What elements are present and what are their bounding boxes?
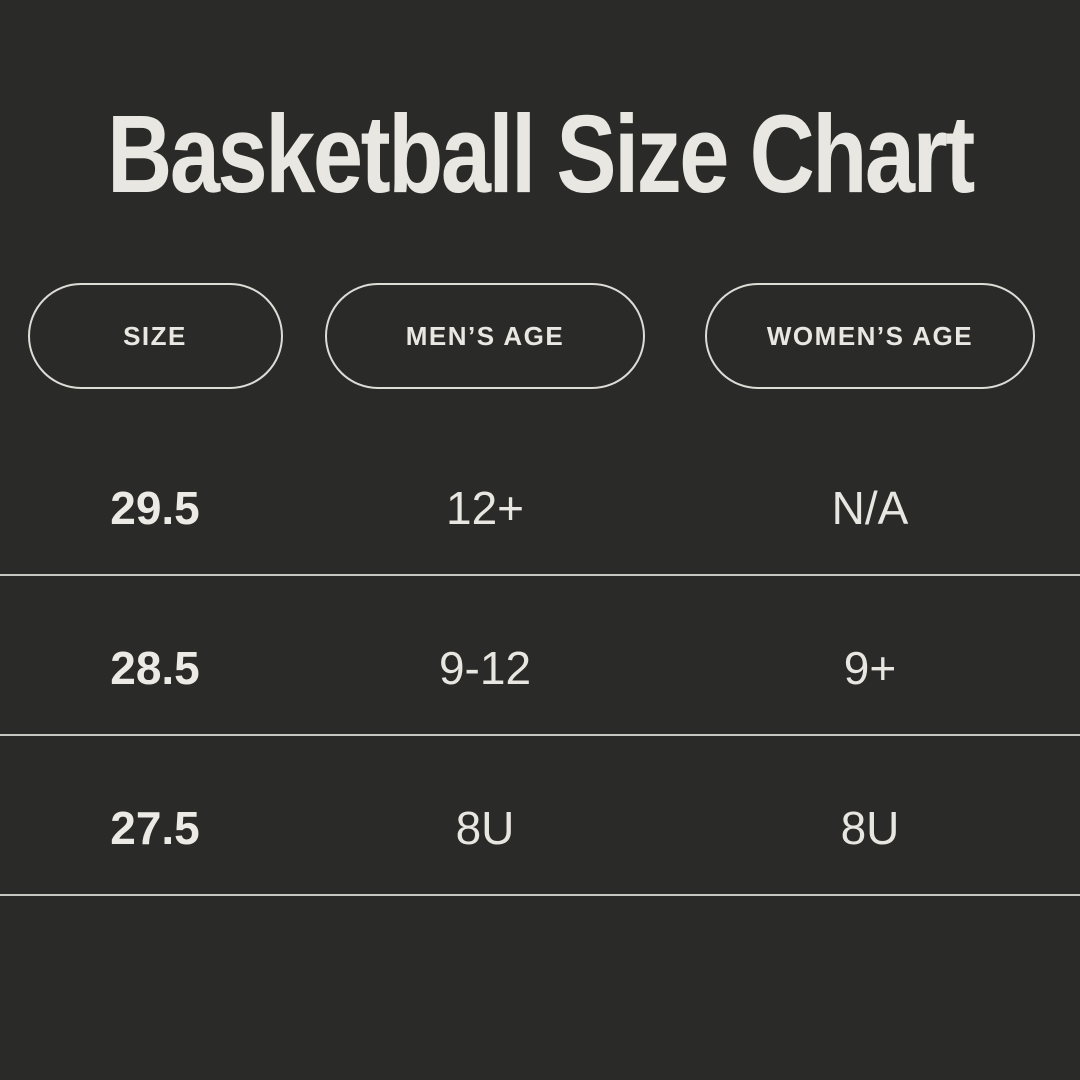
table-row-28-5: 28.5 9-12 9+	[0, 576, 1080, 736]
page-title: Basketball Size Chart	[107, 93, 975, 216]
column-header-size-label: SIZE	[123, 320, 187, 351]
column-header-mens-age: MEN’S AGE	[325, 283, 645, 389]
cell-mens-age: 8U	[455, 802, 515, 854]
column-header-size: SIZE	[27, 283, 283, 389]
cell-size: 28.5	[110, 642, 200, 694]
column-header-womens-age: WOMEN’S AGE	[705, 283, 1035, 389]
table-row-29-5: 29.5 12+ N/A	[0, 416, 1080, 576]
cell-size: 27.5	[110, 802, 200, 854]
cell-mens-age: 12+	[445, 482, 525, 534]
cell-size: 29.5	[110, 482, 200, 534]
cell-womens-age: 9+	[843, 642, 897, 694]
cell-womens-age: 8U	[840, 802, 900, 854]
size-table: 29.5 12+ N/A 28.5 9-12 9+ 27.5 8U 8U	[0, 416, 1080, 896]
cell-mens-age: 9-12	[438, 642, 532, 694]
cell-womens-age: N/A	[831, 482, 909, 534]
column-header-mens-age-label: MEN’S AGE	[405, 320, 565, 351]
table-row-27-5: 27.5 8U 8U	[0, 736, 1080, 896]
column-header-womens-age-label: WOMEN’S AGE	[766, 320, 974, 351]
table-header-row: SIZE MEN’S AGE WOMEN’S AGE	[0, 283, 1080, 389]
